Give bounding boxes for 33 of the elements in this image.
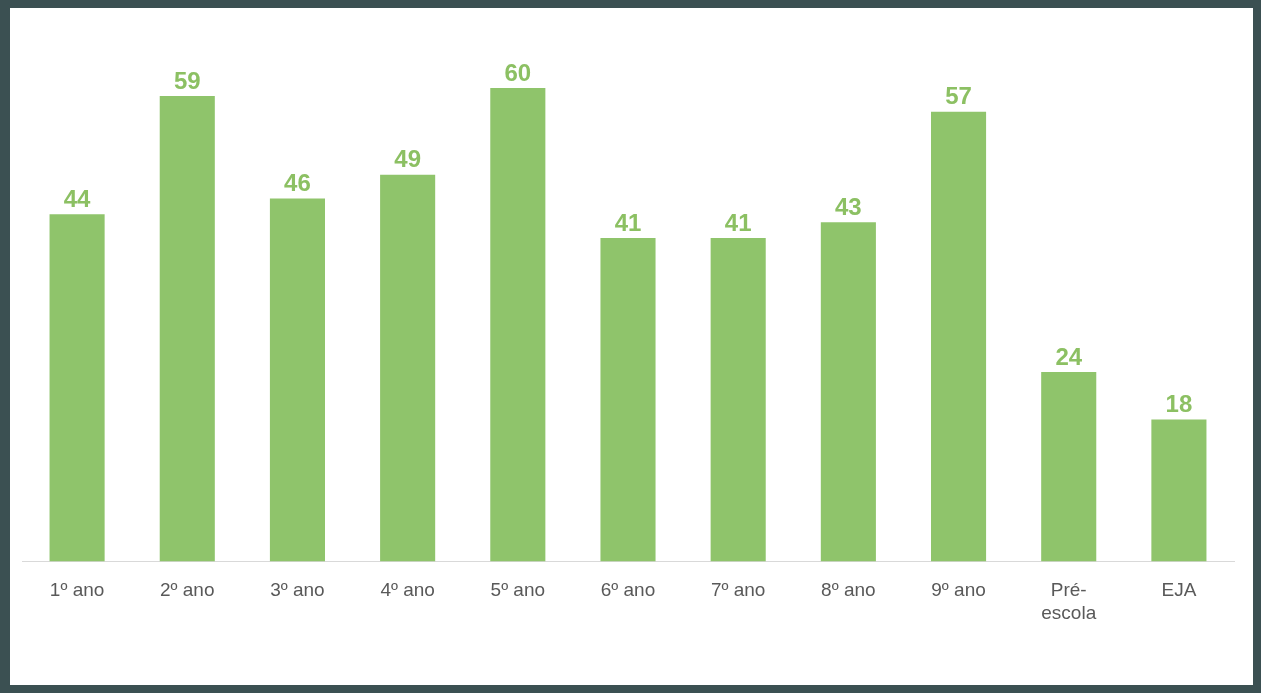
x-tick-label: 9º ano bbox=[931, 579, 986, 601]
bar bbox=[490, 88, 546, 562]
bar bbox=[600, 237, 656, 562]
bar bbox=[159, 95, 215, 562]
x-tick-label: 5º ano bbox=[490, 579, 546, 601]
data-label: 44 bbox=[63, 184, 92, 212]
data-label: 18 bbox=[1165, 390, 1193, 418]
bar bbox=[380, 174, 436, 562]
data-label: 24 bbox=[1055, 342, 1083, 370]
x-tick-label: EJA bbox=[1161, 579, 1197, 601]
data-label: 49 bbox=[394, 145, 421, 173]
bar bbox=[820, 222, 876, 562]
bar bbox=[269, 198, 325, 562]
data-label: 41 bbox=[614, 208, 642, 236]
bar bbox=[931, 111, 987, 562]
x-tick-label: 6º ano bbox=[600, 579, 656, 601]
x-tick-label: 8º ano bbox=[821, 579, 876, 601]
x-tick-label: 7º ano bbox=[710, 579, 766, 601]
bar bbox=[710, 237, 766, 562]
bar bbox=[49, 214, 105, 562]
data-label: 46 bbox=[284, 169, 311, 197]
x-tick-label: 2º ano bbox=[160, 579, 215, 601]
data-label: 59 bbox=[173, 66, 201, 94]
data-label: 43 bbox=[835, 192, 862, 220]
bar bbox=[1041, 372, 1097, 562]
x-tick-label: 1º ano bbox=[49, 579, 105, 601]
x-tick-label: 3º ano bbox=[270, 579, 325, 601]
data-label: 57 bbox=[945, 82, 972, 110]
x-tick-label: Pré-escola bbox=[1041, 579, 1097, 623]
data-label: 41 bbox=[724, 208, 752, 236]
bar bbox=[1151, 419, 1207, 562]
data-label: 60 bbox=[504, 58, 532, 86]
x-tick-label: 4º ano bbox=[380, 579, 435, 601]
